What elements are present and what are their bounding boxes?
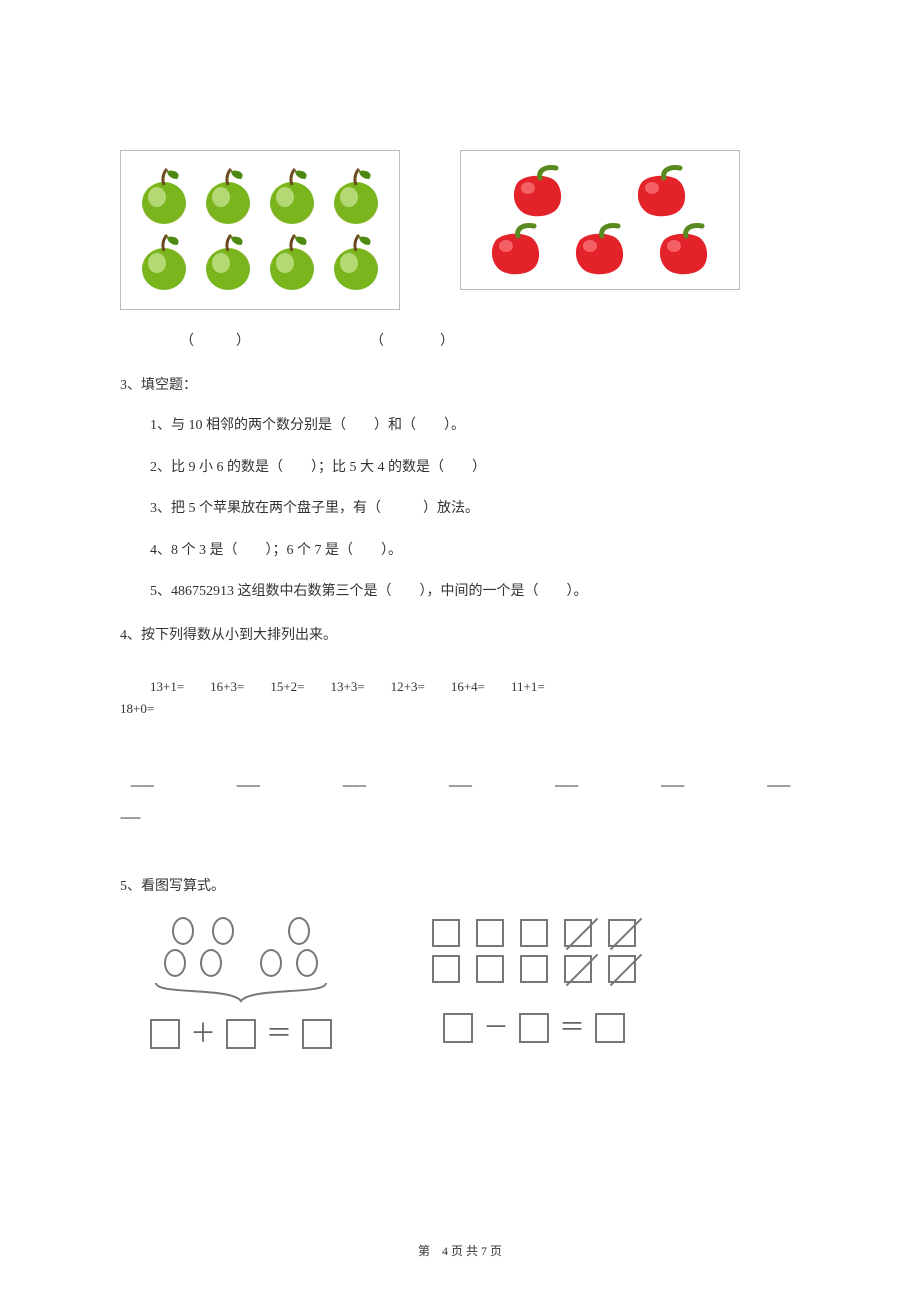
- footer-middle: 页 共: [451, 1244, 478, 1258]
- q4-title: 4、按下列得数从小到大排列出来。: [120, 624, 800, 644]
- oval-icon: [288, 917, 310, 945]
- apple-icon: [329, 233, 383, 293]
- q4-dash-extra: ------: [120, 809, 800, 825]
- apple-icon: [265, 167, 319, 227]
- square-icon: [432, 955, 460, 983]
- apple-icon: [201, 167, 255, 227]
- dash: -------: [342, 777, 365, 793]
- q3-title: 3、填空题：: [120, 374, 800, 394]
- oval-icon: [260, 949, 282, 977]
- oval-icon: [212, 917, 234, 945]
- dash: -------: [554, 777, 577, 793]
- apple-icon: [201, 233, 255, 293]
- dash: -------: [448, 777, 471, 793]
- squares-row-bottom: [432, 955, 636, 983]
- pepper-icon: [568, 222, 632, 276]
- square-crossed-icon: [564, 919, 592, 947]
- image-row: [120, 150, 800, 310]
- squares-row-top: [432, 919, 636, 947]
- dash: -------: [767, 777, 790, 793]
- answer-box: [150, 1019, 180, 1049]
- brace-icon: [151, 981, 331, 1003]
- oval-icon: [172, 917, 194, 945]
- apple-icon: [329, 167, 383, 227]
- pepper-icon: [630, 164, 694, 218]
- equals-op: ＝: [266, 1021, 292, 1047]
- square-crossed-icon: [564, 955, 592, 983]
- count-blanks-row: （ ） （ ）: [180, 330, 800, 350]
- q5-right-equation: － ＝: [443, 1013, 625, 1043]
- dash: -------: [661, 777, 684, 793]
- answer-box: [519, 1013, 549, 1043]
- q3-item-2: 2、比 9 小 6 的数是（ ）；比 5 大 4 的数是（ ）: [150, 458, 800, 478]
- apple-grid: [137, 167, 383, 293]
- square-icon: [520, 919, 548, 947]
- q3-item-1: 1、与 10 相邻的两个数分别是（ ）和（ ）。: [150, 416, 800, 436]
- pepper-icon: [506, 164, 570, 218]
- q5-right-figure: － ＝: [432, 915, 636, 1049]
- pepper-grid: [480, 164, 720, 276]
- q4-equations-line2: 18+0=: [120, 701, 800, 717]
- q4-equations-line1: 13+1= 16+3= 15+2= 13+3= 12+3= 16+4= 11+1…: [150, 676, 800, 695]
- apple-image-box: [120, 150, 400, 310]
- oval-icon: [296, 949, 318, 977]
- dash: -------: [130, 777, 153, 793]
- ovals-row-top: [172, 917, 310, 945]
- square-icon: [476, 955, 504, 983]
- answer-box: [595, 1013, 625, 1043]
- square-crossed-icon: [608, 955, 636, 983]
- footer-total: 7: [481, 1244, 487, 1258]
- answer-box: [443, 1013, 473, 1043]
- apple-icon: [265, 233, 319, 293]
- apple-icon: [137, 233, 191, 293]
- q4-dashes-row: ------- ------- ------- ------- ------- …: [120, 777, 800, 793]
- apple-icon: [137, 167, 191, 227]
- page-footer: 第 4 页 共 7 页: [0, 1242, 920, 1259]
- footer-prefix: 第: [418, 1244, 430, 1258]
- q3-item-4: 4、8 个 3 是（ ）；6 个 7 是（ ）。: [150, 541, 800, 561]
- q3-item-3: 3、把 5 个苹果放在两个盘子里，有（ ）放法。: [150, 499, 800, 519]
- pepper-image-box: [460, 150, 740, 290]
- q5-left-figure: ＋ ＝: [150, 915, 332, 1049]
- square-icon: [432, 919, 460, 947]
- equals-op: ＝: [559, 1015, 585, 1041]
- plus-op: ＋: [190, 1021, 216, 1047]
- oval-icon: [200, 949, 222, 977]
- oval-icon: [164, 949, 186, 977]
- answer-box: [302, 1019, 332, 1049]
- pepper-icon: [652, 222, 716, 276]
- square-crossed-icon: [608, 919, 636, 947]
- answer-box: [226, 1019, 256, 1049]
- q5-figures: ＋ ＝ －: [120, 915, 800, 1049]
- square-icon: [476, 919, 504, 947]
- pepper-icon: [484, 222, 548, 276]
- ovals-row-bottom: [164, 949, 318, 977]
- q5-left-equation: ＋ ＝: [150, 1019, 332, 1049]
- q3-item-5: 5、486752913 这组数中右数第三个是（ ），中间的一个是（ ）。: [150, 582, 800, 602]
- footer-suffix: 页: [490, 1244, 502, 1258]
- dash: -------: [236, 777, 259, 793]
- blank-right: （ ）: [370, 330, 454, 350]
- q3-list: 1、与 10 相邻的两个数分别是（ ）和（ ）。 2、比 9 小 6 的数是（ …: [120, 416, 800, 602]
- footer-page: 4: [442, 1244, 448, 1258]
- square-icon: [520, 955, 548, 983]
- minus-op: －: [483, 1015, 509, 1041]
- blank-left: （ ）: [180, 330, 250, 350]
- q5-title: 5、看图写算式。: [120, 875, 800, 895]
